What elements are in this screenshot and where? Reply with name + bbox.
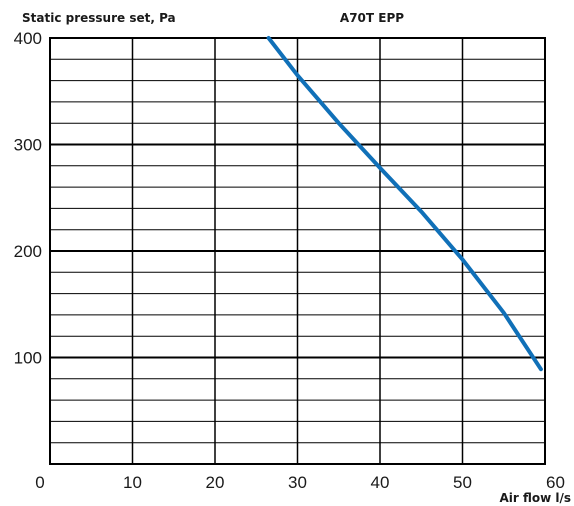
y-tick-label: 400 [14,29,42,48]
x-axis-label: Air flow l/s [499,491,571,505]
x-tick-label: 10 [123,473,142,492]
y-tick-label: 200 [14,242,42,261]
x-tick-label: 20 [206,473,225,492]
x-tick-label: 60 [546,473,565,492]
series-line [266,36,543,372]
y-tick-labels: 100 200 300 400 [14,29,42,368]
y-tick-label: 300 [14,136,42,155]
x-tick-label: 50 [453,473,472,492]
major-grid [50,38,545,464]
chart-title: A70T EPP [340,11,404,25]
x-tick-label: 30 [288,473,307,492]
y-axis-label: Static pressure set, Pa [22,11,176,25]
plot-frame [49,37,546,465]
x-tick-label: 0 [35,473,44,492]
x-tick-labels: 0 10 20 30 40 50 60 [35,473,565,492]
x-tick-label: 40 [371,473,390,492]
y-tick-label: 100 [14,349,42,368]
